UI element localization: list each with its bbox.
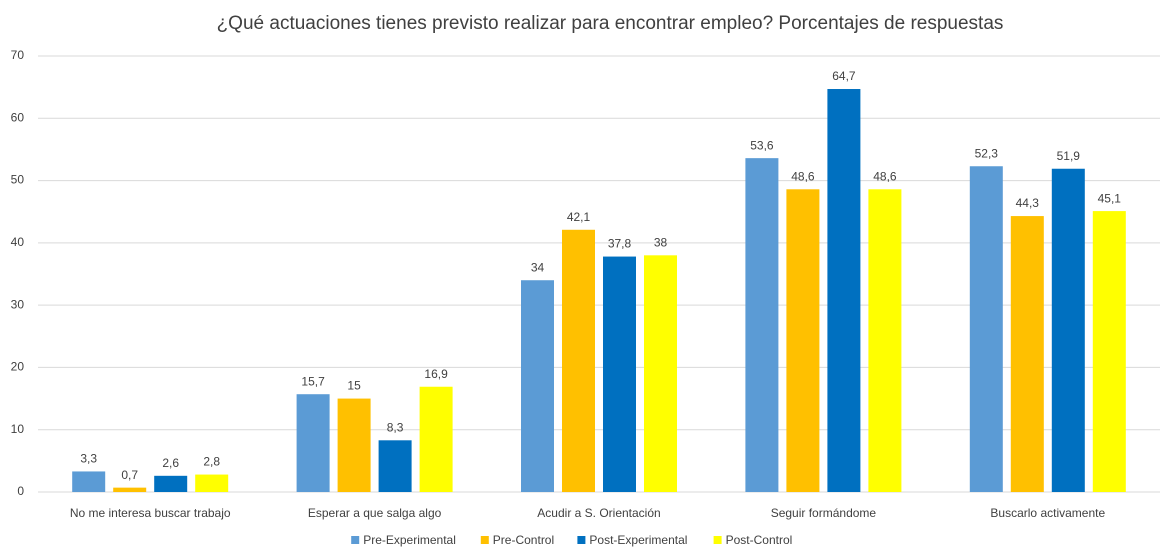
bar [969,166,1003,492]
x-tick-label: No me interesa buscar trabajo [70,506,231,520]
data-label: 3,3 [80,452,97,466]
legend-label: Post-Experimental [589,533,687,547]
data-label: 2,8 [203,455,220,469]
y-tick-label: 50 [11,173,25,187]
data-label: 37,8 [608,237,632,251]
y-tick-label: 30 [11,297,25,311]
bar [521,280,554,492]
bar [296,394,330,492]
y-tick-label: 20 [11,360,25,374]
bar [644,255,677,492]
x-tick-label: Buscarlo activamente [990,506,1105,520]
bar [827,89,861,493]
bar [745,158,779,493]
data-label: 38 [654,235,668,249]
x-tick-label: Acudir a S. Orientación [537,506,660,520]
bar [786,189,820,492]
legend-swatch [351,536,360,544]
legend-swatch [577,536,586,544]
bar [72,471,106,492]
legend-swatch [713,536,722,544]
x-tick-label: Seguir formándome [771,506,877,520]
bar [1010,216,1044,492]
y-tick-label: 60 [11,110,25,124]
data-label: 34 [531,260,545,274]
data-label: 0,7 [121,468,138,482]
data-label: 48,6 [791,169,815,183]
y-tick-label: 40 [11,235,25,249]
x-tick-label: Esperar a que salga algo [308,506,442,520]
data-label: 2,6 [162,456,179,470]
data-label: 44,3 [1016,196,1040,210]
bar [337,398,371,492]
y-tick-label: 70 [11,48,25,62]
data-label: 42,1 [567,210,591,224]
data-label: 52,3 [975,146,999,160]
data-label: 45,1 [1098,191,1122,205]
bar [603,256,636,492]
bar [113,487,147,492]
y-tick-label: 0 [17,484,24,498]
data-label: 15 [347,379,361,393]
bar [195,474,229,492]
data-label: 8,3 [387,420,404,434]
bar [1051,168,1085,493]
bar [868,189,902,492]
bar [1092,211,1126,492]
chart-title: ¿Qué actuaciones tienes previsto realiza… [217,13,1004,34]
legend-label: Post-Control [726,533,793,547]
data-label: 51,9 [1057,149,1081,163]
data-label: 15,7 [301,374,325,388]
bar [154,475,188,492]
legend-label: Pre-Experimental [363,533,456,547]
legend-swatch [480,536,489,544]
data-label: 16,9 [424,367,448,381]
y-tick-label: 10 [11,422,25,436]
data-label: 53,6 [750,138,774,152]
data-label: 48,6 [873,169,897,183]
data-label: 64,7 [832,69,856,83]
bar [378,440,412,492]
legend-label: Pre-Control [493,533,554,547]
bar [562,229,595,492]
bar [419,386,453,492]
